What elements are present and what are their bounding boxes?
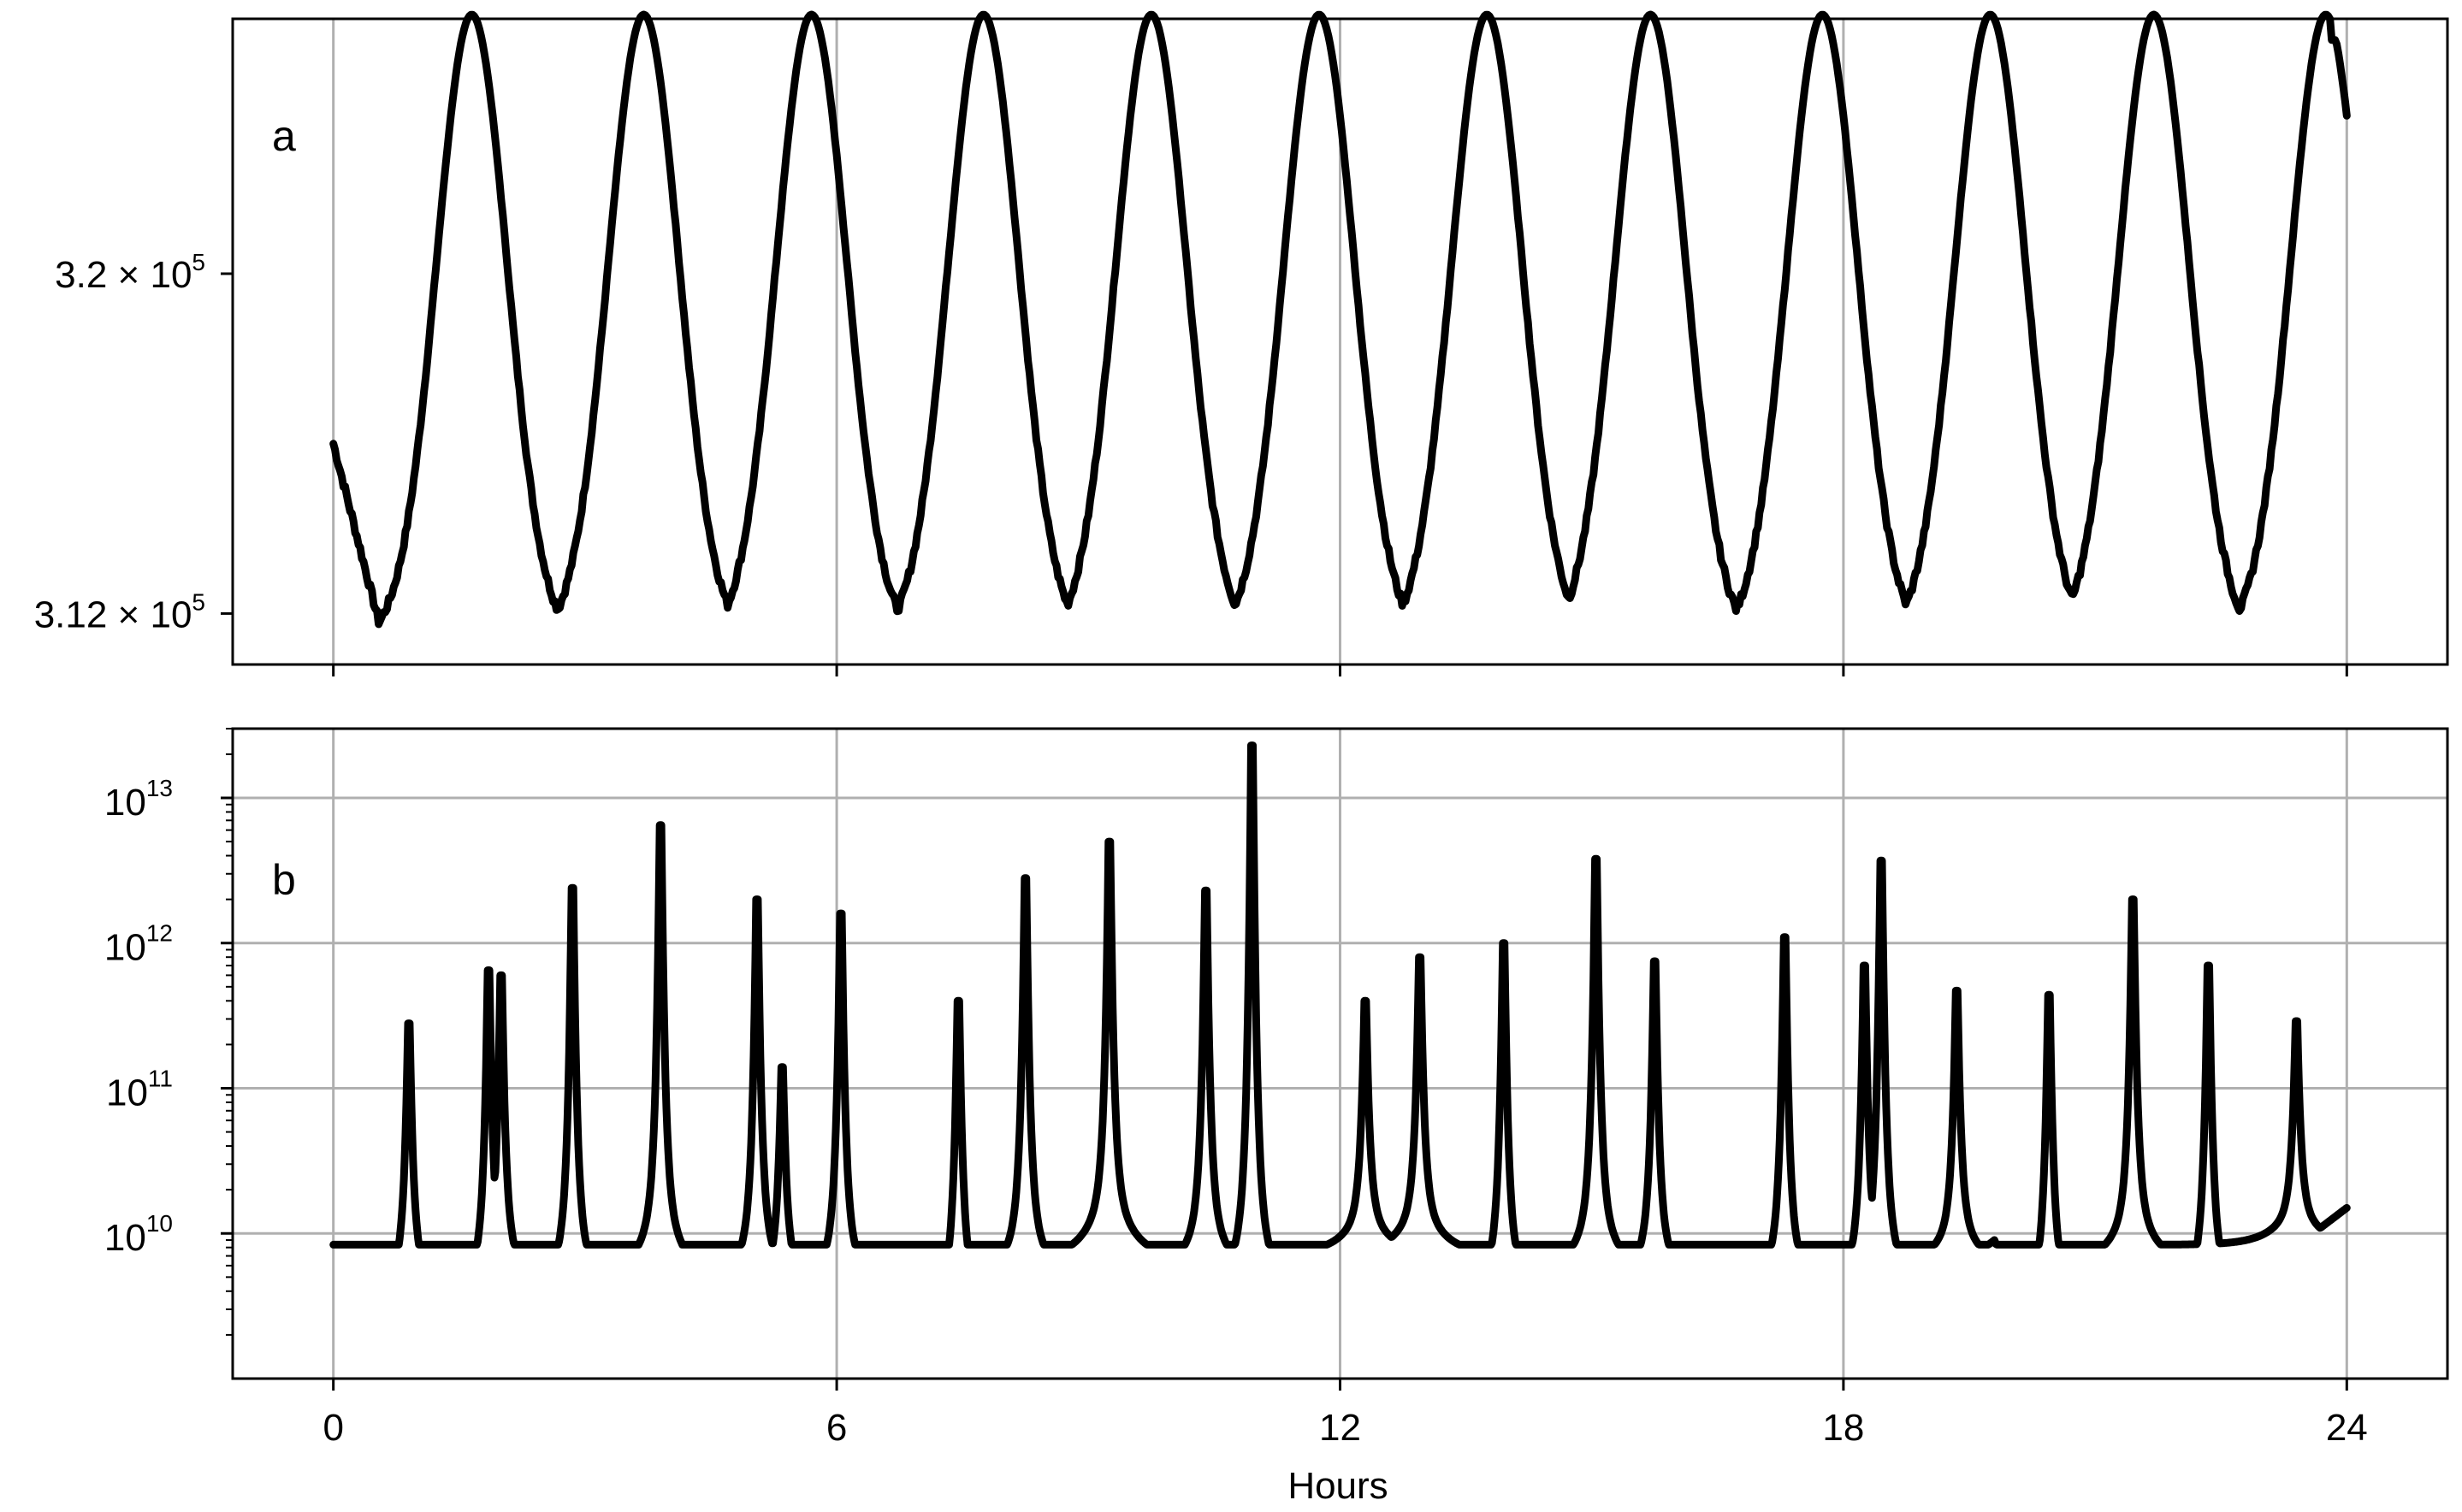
panel-a-y-tick-label: 3.12 × 105 — [34, 588, 205, 635]
panel-b-y-tick-label: 1011 — [106, 1065, 173, 1113]
panel-b-y-tick-label: 1013 — [104, 775, 173, 824]
panel-b-label: b — [272, 856, 296, 904]
panel-b-minor-ticks — [226, 728, 233, 1336]
panel-a-label: a — [272, 112, 296, 160]
panel-a-x-ticks — [332, 664, 2348, 676]
panel-b-y-ticks: 1010 1011 1012 1013 — [104, 775, 233, 1259]
panel-b: 0 6 12 18 24 1010 1011 1012 1013 b — [104, 727, 2449, 1449]
panel-b-x-tick-label: 6 — [826, 1407, 847, 1449]
panel-b-x-tick-label: 0 — [323, 1407, 343, 1449]
panel-a: 3.2 × 105 3.12 × 105 a — [34, 10, 2449, 676]
panel-b-x-tick-label: 24 — [2326, 1407, 2368, 1449]
panel-b-x-ticks: 0 6 12 18 24 — [323, 1379, 2368, 1449]
x-axis-title: Hours — [1287, 1465, 1388, 1507]
panel-b-y-tick-label: 1012 — [104, 920, 173, 969]
panel-a-y-ticks: 3.2 × 105 3.12 × 105 — [34, 249, 233, 635]
panel-a-y-tick-label: 3.2 × 105 — [55, 249, 205, 296]
panel-b-series-line — [329, 741, 2351, 1249]
panel-b-y-tick-label: 1010 — [104, 1210, 173, 1259]
panel-a-series-line — [329, 10, 2351, 629]
panel-b-x-tick-label: 18 — [1822, 1407, 1864, 1449]
panel-b-x-tick-label: 12 — [1319, 1407, 1361, 1449]
